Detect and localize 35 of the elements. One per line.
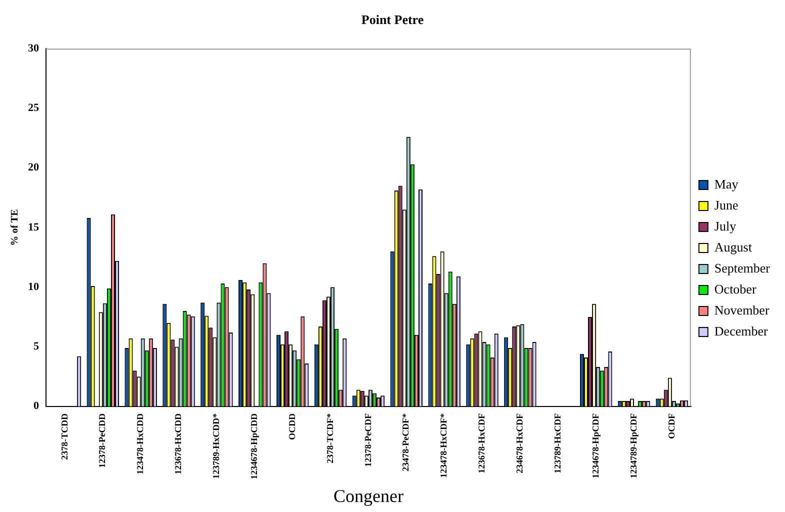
x-tick-label: 123678-HxCDF	[476, 412, 487, 474]
y-tick-label: 30	[28, 42, 40, 54]
x-tick-label: 12378-PeCDF	[362, 412, 373, 467]
x-tick-label: 12378-PeCDD	[97, 412, 108, 468]
x-axis-title: Congener	[333, 486, 404, 506]
x-tick-label: 1234678-HpCDD	[248, 412, 259, 480]
x-tick-label: 23478-PeCDF*	[400, 412, 411, 472]
x-tick-label: 2378-TCDF*	[324, 412, 335, 464]
x-tick-label: 234678-HxCDF	[514, 412, 525, 474]
chart-title: Point Petre	[361, 12, 424, 28]
y-axis-title: % of TE	[10, 208, 21, 246]
legend-label: August	[714, 239, 752, 254]
legend-label: December	[714, 323, 768, 338]
x-tick-label: 123789-HxCDD*	[211, 412, 222, 479]
y-tick-label: 20	[28, 162, 40, 174]
y-tick-label: 25	[28, 102, 40, 114]
x-tick-label: 1234789-HpCDF	[628, 412, 638, 478]
x-tick-label: 123789-HxCDF	[552, 412, 562, 474]
x-tick-label: 123678-HxCDD	[173, 412, 184, 474]
x-tick-label: OCDF	[666, 412, 676, 439]
legend-label: June	[714, 197, 738, 212]
x-tick-label: 2378-TCDD	[59, 412, 70, 460]
legend-label: September	[714, 260, 771, 276]
legend-label: October	[714, 281, 757, 296]
legend-label: July	[714, 218, 737, 234]
x-tick-label: 1234678-HpCDF	[590, 412, 600, 478]
x-tick-label: OCDD	[286, 412, 297, 440]
x-tick-label: 123478-HxCDF*	[438, 412, 449, 478]
legend-label: November	[714, 302, 770, 318]
y-tick-label: 0	[34, 400, 40, 412]
y-tick-label: 5	[34, 340, 40, 353]
y-tick-label: 10	[28, 280, 40, 293]
legend-label: May	[714, 176, 739, 192]
x-tick-label: 123478-HxCDD	[135, 412, 146, 474]
y-tick-label: 15	[28, 221, 40, 234]
